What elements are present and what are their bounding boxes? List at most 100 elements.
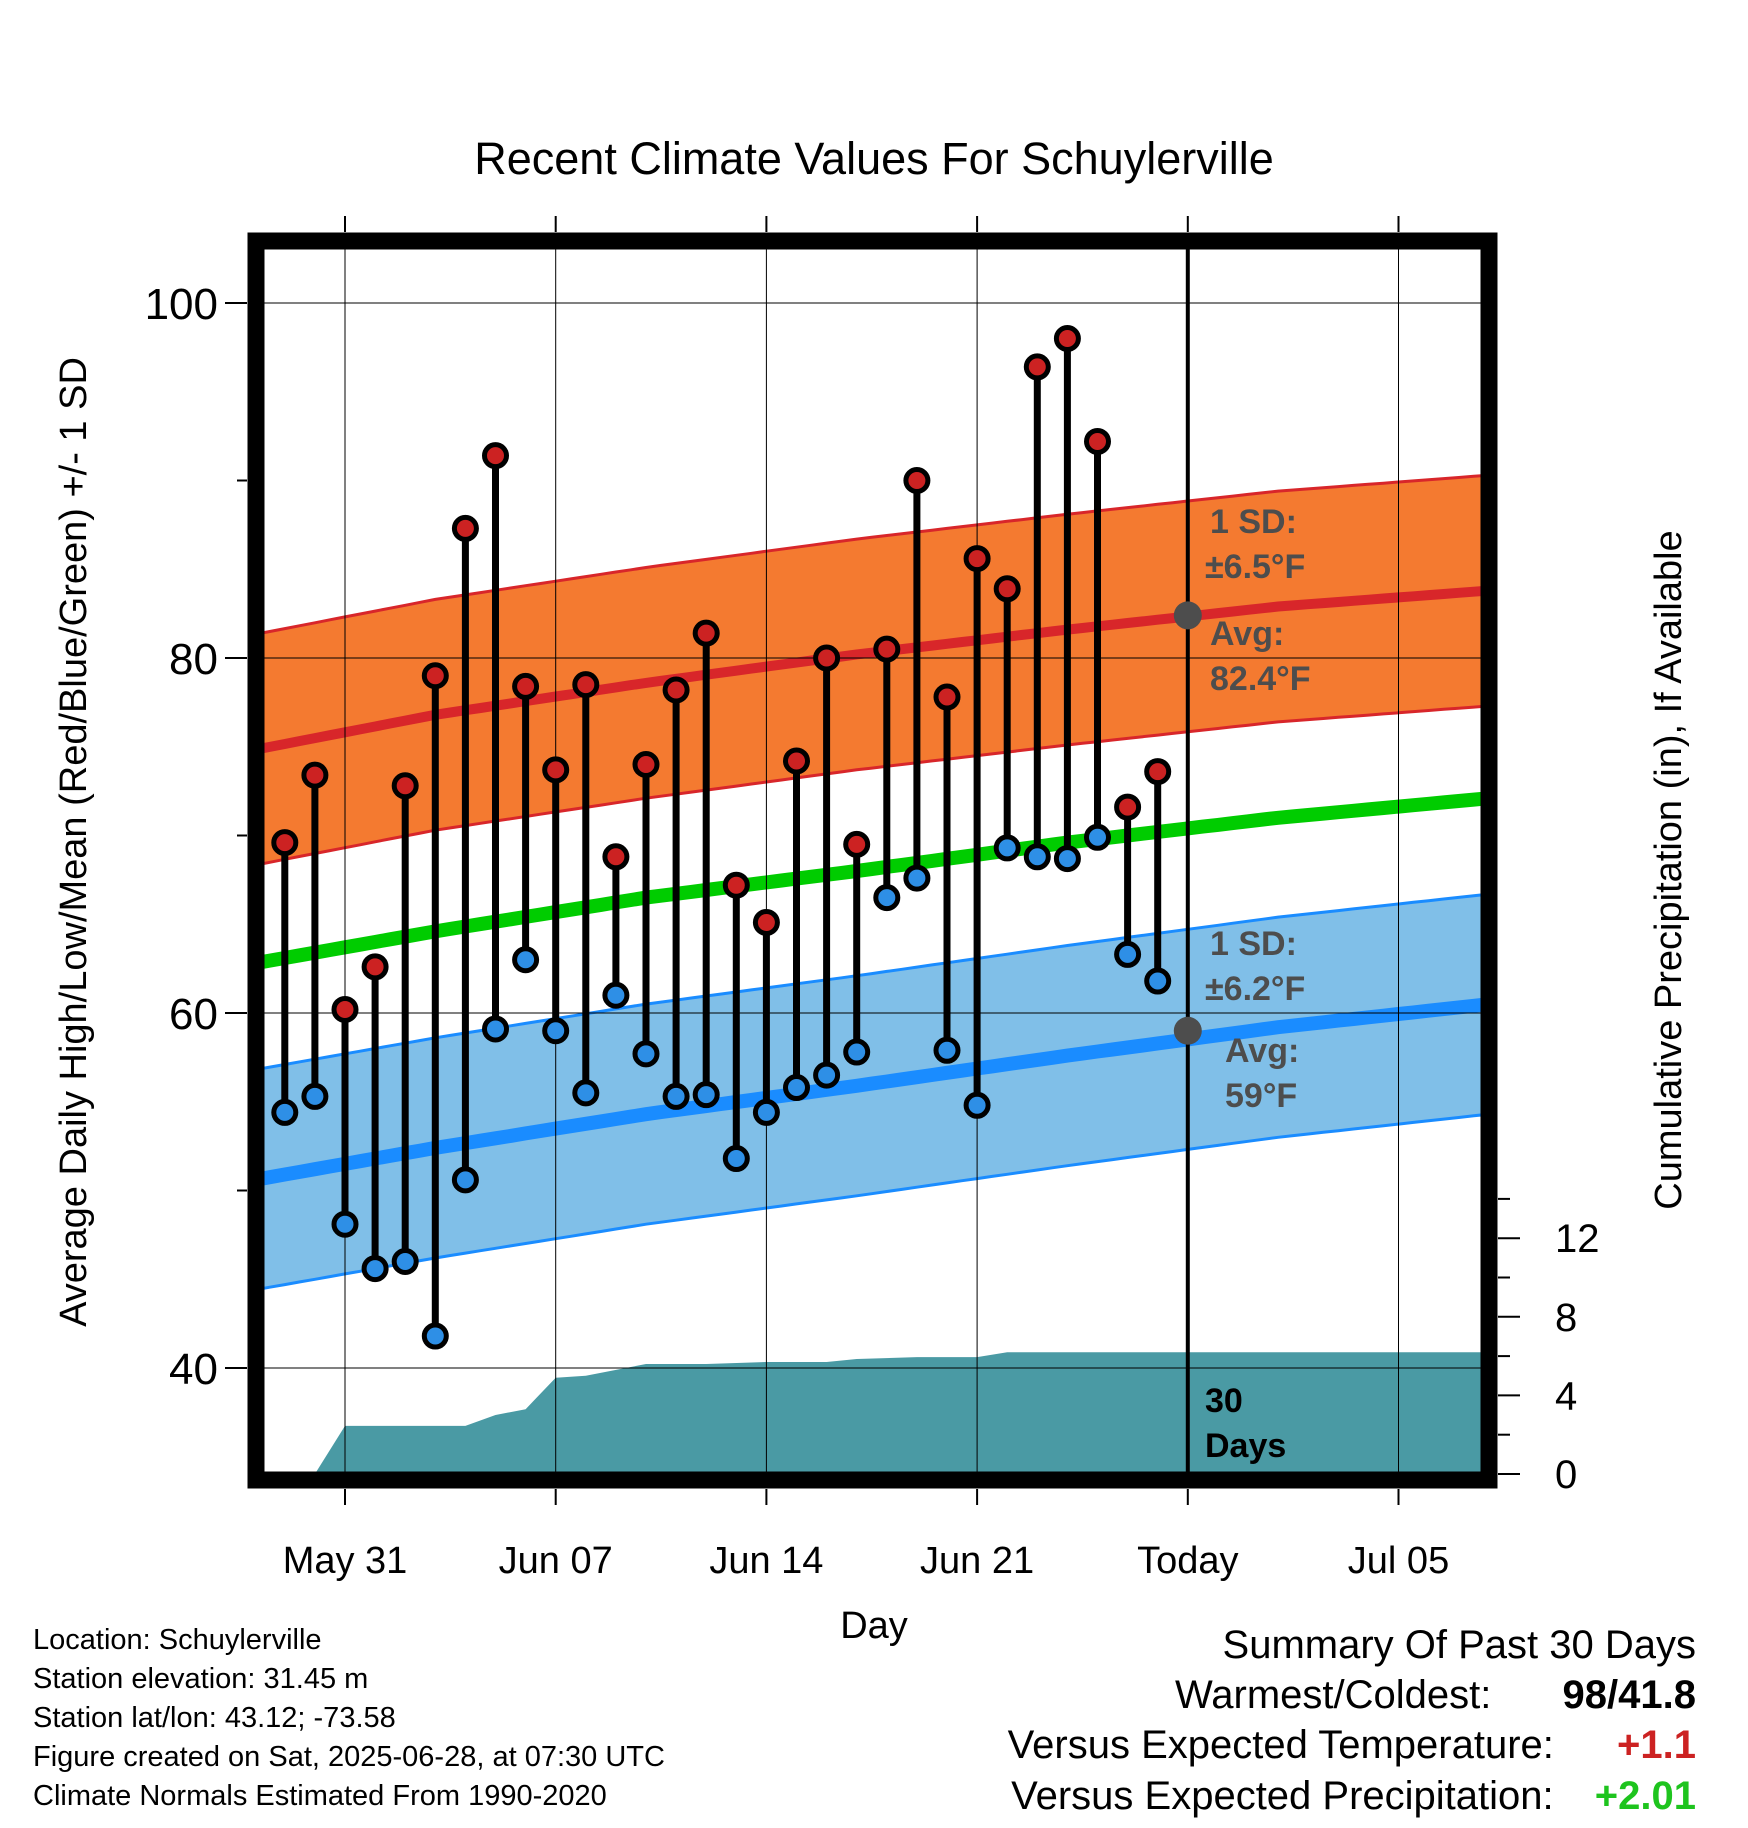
low-sd-value: ±6.2°F — [1205, 970, 1305, 1008]
daily-low-point — [1053, 845, 1081, 873]
y2-tick-label: 0 — [1555, 1453, 1577, 1497]
days-word-label: Days — [1205, 1427, 1286, 1465]
info-normals: Climate Normals Estimated From 1990-2020 — [33, 1780, 607, 1812]
daily-high-point — [813, 644, 841, 672]
daily-high-point — [963, 545, 991, 573]
daily-high-point — [391, 772, 419, 800]
daily-high-point — [993, 575, 1021, 603]
summary-warmest: 98 — [1562, 1673, 1608, 1717]
x-tick-label: Today — [1137, 1540, 1238, 1582]
summary-precip-label: Versus Expected Precipitation: — [1011, 1774, 1554, 1818]
daily-low-point — [963, 1091, 991, 1119]
daily-high-point — [873, 635, 901, 663]
plot-area: 1 SD: ±6.5°F Avg: 82.4°F 1 SD: ±6.2°F Avg: 59°F… — [145, 216, 1600, 1582]
y-tick-label: 100 — [145, 280, 218, 329]
summary-temp-label: Versus Expected Temperature: — [1007, 1723, 1554, 1767]
high-sd-value: ±6.5°F — [1205, 548, 1305, 586]
daily-low-point — [722, 1145, 750, 1173]
daily-high-point — [572, 671, 600, 699]
daily-high-point — [361, 953, 389, 981]
x-tick-label: Jun 21 — [920, 1540, 1034, 1582]
daily-low-point — [903, 864, 931, 892]
y-tick-label: 80 — [169, 635, 218, 684]
high-sd-label: 1 SD: — [1210, 503, 1297, 541]
daily-low-point — [1114, 940, 1142, 968]
summary-warm-cold-label: Warmest/Coldest: — [1175, 1673, 1492, 1717]
daily-low-point — [843, 1038, 871, 1066]
daily-low-point — [512, 946, 540, 974]
info-created: Figure created on Sat, 2025-06-28, at 07… — [33, 1741, 665, 1773]
daily-high-point — [783, 747, 810, 775]
daily-low-point — [1144, 967, 1172, 995]
summary-warm-cold-row: Warmest/Coldest: 98/41.8 — [1175, 1673, 1696, 1718]
chart-title: Recent Climate Values For Schuylerville — [474, 133, 1273, 184]
daily-low-point — [421, 1322, 449, 1350]
daily-low-point — [391, 1248, 419, 1275]
daily-high-point — [903, 467, 931, 494]
summary-separator: / — [1607, 1673, 1619, 1717]
y2-tick-label: 4 — [1555, 1374, 1577, 1418]
daily-high-point — [542, 756, 570, 784]
daily-high-point — [271, 829, 299, 857]
low-avg-label: Avg: — [1225, 1032, 1299, 1070]
daily-low-point — [602, 981, 630, 1009]
summary-title: Summary Of Past 30 Days — [1222, 1623, 1696, 1667]
info-latlon: Station lat/lon: 43.12; -73.58 — [33, 1702, 396, 1734]
daily-high-point — [602, 843, 630, 871]
daily-low-point — [873, 884, 901, 912]
x-tick-label: Jun 14 — [709, 1540, 823, 1582]
y-tick-label: 60 — [169, 990, 218, 1039]
daily-high-point — [1023, 353, 1051, 381]
high-avg-value: 82.4°F — [1210, 660, 1311, 698]
daily-low-point — [572, 1079, 600, 1107]
daily-low-point — [301, 1082, 329, 1110]
daily-high-point — [421, 662, 449, 690]
low-sd-band — [262, 894, 1483, 1289]
daily-high-point — [512, 672, 540, 700]
low-sd-label: 1 SD: — [1210, 925, 1297, 963]
today-low-avg-marker — [1173, 1016, 1202, 1045]
daily-high-point — [482, 442, 509, 470]
daily-high-point — [1053, 325, 1081, 352]
info-elevation: Station elevation: 31.45 m — [33, 1663, 369, 1695]
daily-high-point — [1114, 793, 1142, 821]
high-avg-label: Avg: — [1210, 615, 1284, 653]
today-high-avg-marker — [1173, 601, 1202, 630]
daily-high-point — [451, 514, 479, 542]
daily-high-point — [1144, 758, 1172, 786]
summary-precip-row: Versus Expected Precipitation: +2.01 — [1011, 1774, 1696, 1819]
daily-high-point — [933, 683, 961, 711]
daily-low-point — [331, 1210, 359, 1238]
info-location: Location: Schuylerville — [33, 1624, 322, 1656]
summary-warm-cold-value: 98/41.8 — [1563, 1673, 1696, 1718]
daily-low-point — [1084, 823, 1111, 851]
daily-high-point — [752, 908, 780, 936]
daily-low-point — [993, 834, 1021, 862]
daily-low-point — [271, 1098, 299, 1126]
daily-low-point — [783, 1074, 810, 1102]
daily-high-point — [1084, 427, 1111, 455]
daily-high-point — [632, 751, 660, 778]
x-axis-label: Day — [840, 1605, 908, 1647]
summary-coldest: 41.8 — [1618, 1673, 1696, 1717]
x-tick-label: May 31 — [283, 1540, 408, 1582]
daily-low-point — [813, 1061, 841, 1089]
daily-high-point — [662, 676, 690, 704]
daily-high-point — [722, 871, 750, 899]
y-axis-label: Average Daily High/Low/Mean (Red/Blue/Gr… — [53, 357, 95, 1327]
summary-precip-value: +2.01 — [1594, 1774, 1696, 1818]
summary-temp-row: Versus Expected Temperature: +1.1 — [1008, 1723, 1696, 1768]
plot-frame — [247, 232, 1498, 1489]
daily-low-point — [752, 1098, 780, 1126]
y2-tick-label: 8 — [1555, 1296, 1577, 1340]
x-tick-label: Jul 05 — [1348, 1540, 1449, 1582]
daily-low-point — [933, 1036, 961, 1064]
daily-high-point — [331, 995, 359, 1023]
plot-content — [262, 247, 1483, 1474]
y2-axis-label: Cumulative Precipitation (in), If Availa… — [1648, 530, 1690, 1209]
daily-low-point — [662, 1082, 690, 1110]
daily-low-point — [632, 1040, 660, 1068]
daily-high-point — [301, 761, 329, 789]
y2-tick-label: 12 — [1555, 1217, 1600, 1261]
